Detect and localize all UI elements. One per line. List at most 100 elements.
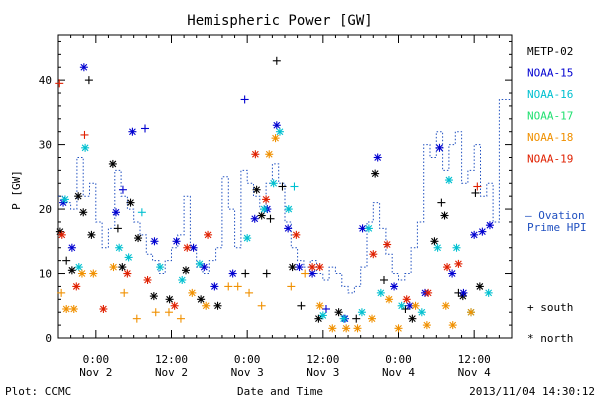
data-point bbox=[250, 214, 259, 223]
data-point bbox=[113, 224, 122, 233]
data-point bbox=[385, 295, 394, 304]
x-tick-time-label: 12:00 bbox=[306, 353, 339, 366]
star-marker-d2 bbox=[374, 154, 382, 161]
data-point bbox=[262, 269, 271, 278]
data-point bbox=[224, 282, 233, 291]
data-point bbox=[352, 314, 361, 323]
data-point bbox=[233, 282, 242, 291]
data-point bbox=[172, 237, 181, 246]
data-point bbox=[454, 259, 463, 268]
x-axis-label: Date and Time bbox=[237, 385, 323, 398]
star-marker-d2 bbox=[418, 308, 426, 316]
star-marker-d2 bbox=[260, 205, 268, 213]
star-marker-d2 bbox=[197, 295, 205, 303]
data-point bbox=[134, 234, 143, 243]
data-point bbox=[245, 288, 254, 297]
data-point bbox=[440, 211, 449, 220]
star-marker-d2 bbox=[68, 244, 76, 252]
legend-entry: NOAA-19 bbox=[527, 153, 573, 166]
data-point bbox=[342, 324, 351, 333]
plot-credit: Plot: CCMC bbox=[5, 385, 71, 398]
data-point bbox=[408, 314, 417, 323]
data-point bbox=[60, 195, 69, 204]
data-point bbox=[448, 269, 457, 278]
data-point bbox=[149, 292, 158, 301]
star-marker-d2 bbox=[110, 263, 117, 271]
legend-ovation-line2: Prime HPI bbox=[527, 221, 587, 234]
star-marker-d2 bbox=[308, 263, 316, 271]
data-point bbox=[257, 301, 266, 310]
data-point bbox=[57, 230, 66, 239]
data-point bbox=[183, 243, 192, 252]
x-tick-date-label: Nov 3 bbox=[231, 366, 264, 379]
star-marker-d2 bbox=[68, 266, 76, 274]
star-marker-d2 bbox=[408, 315, 416, 323]
star-marker-d2 bbox=[319, 312, 327, 319]
data-point bbox=[308, 263, 317, 272]
star-marker-d2 bbox=[112, 208, 120, 216]
x-tick-time-label: 12:00 bbox=[458, 353, 491, 366]
data-point bbox=[178, 275, 187, 284]
star-marker-d2 bbox=[342, 324, 350, 332]
data-point bbox=[176, 314, 185, 323]
y-tick-label: 0 bbox=[45, 332, 52, 345]
star-marker-d2 bbox=[200, 263, 208, 271]
data-point bbox=[213, 301, 222, 310]
data-point bbox=[165, 295, 174, 304]
star-marker-d2 bbox=[431, 237, 438, 245]
star-marker-d2 bbox=[423, 321, 431, 329]
legend-north-marker: * north bbox=[527, 332, 573, 345]
data-point bbox=[394, 324, 403, 333]
star-marker-d2 bbox=[173, 237, 180, 245]
data-point bbox=[383, 240, 392, 249]
star-marker-d2 bbox=[385, 295, 393, 303]
star-marker-d2 bbox=[81, 144, 89, 152]
data-point bbox=[210, 282, 219, 291]
star-marker-d2 bbox=[178, 276, 186, 284]
data-point bbox=[72, 282, 81, 291]
star-marker-d2 bbox=[369, 250, 377, 258]
data-point bbox=[109, 263, 118, 272]
star-marker-d2 bbox=[100, 305, 107, 313]
star-marker-d2 bbox=[115, 244, 123, 252]
data-point bbox=[120, 288, 129, 297]
star-marker-d2 bbox=[486, 221, 494, 229]
data-point bbox=[334, 308, 343, 317]
star-marker-d2 bbox=[89, 270, 97, 277]
star-marker-d2 bbox=[445, 176, 453, 184]
data-point bbox=[202, 301, 211, 310]
data-point bbox=[484, 288, 493, 297]
star-marker-d2 bbox=[265, 150, 273, 158]
star-marker-d2 bbox=[449, 321, 457, 329]
star-marker-d2 bbox=[79, 208, 87, 216]
data-point bbox=[80, 130, 89, 139]
data-point bbox=[228, 269, 237, 278]
star-marker-d2 bbox=[251, 150, 259, 158]
x-tick-time-label: 0:00 bbox=[385, 353, 412, 366]
star-marker-d2 bbox=[270, 179, 278, 187]
data-point bbox=[485, 221, 494, 230]
legend-south-marker: + south bbox=[527, 301, 573, 314]
data-point bbox=[390, 282, 399, 291]
star-marker-d2 bbox=[340, 315, 348, 323]
legend-entry: NOAA-17 bbox=[527, 110, 573, 123]
star-marker-d2 bbox=[251, 215, 259, 223]
data-point bbox=[118, 185, 127, 194]
star-marker-d2 bbox=[166, 295, 173, 303]
data-point bbox=[69, 304, 78, 313]
data-point bbox=[369, 250, 378, 259]
star-marker-d2 bbox=[273, 121, 281, 129]
data-point bbox=[287, 282, 296, 291]
y-tick-label: 20 bbox=[39, 203, 52, 216]
data-point bbox=[266, 214, 275, 223]
data-point bbox=[433, 243, 442, 252]
star-marker-d2 bbox=[202, 302, 210, 310]
data-point bbox=[353, 324, 362, 333]
data-point bbox=[260, 205, 269, 214]
star-marker-d2 bbox=[460, 289, 467, 297]
x-tick-time-label: 0:00 bbox=[234, 353, 261, 366]
data-point bbox=[424, 288, 433, 297]
data-point bbox=[371, 169, 380, 178]
data-point bbox=[473, 182, 482, 191]
